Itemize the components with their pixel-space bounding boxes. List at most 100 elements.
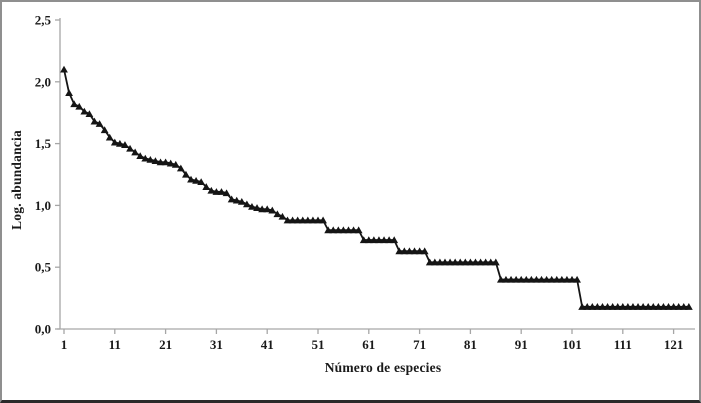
x-tick-label: 11: [109, 337, 121, 352]
data-point-marker: [212, 188, 221, 195]
y-tick-label: 2,0: [35, 74, 51, 89]
data-point-marker: [242, 200, 251, 208]
data-point-marker: [268, 206, 277, 214]
data-point-marker: [537, 275, 546, 283]
data-point-marker: [278, 212, 287, 220]
data-point-marker: [527, 275, 536, 283]
data-point-marker: [679, 303, 688, 310]
data-point-marker: [613, 303, 622, 310]
data-point-marker: [568, 275, 576, 283]
series-line: [63, 69, 689, 308]
data-point-marker: [161, 158, 170, 166]
data-point-marker: [141, 154, 150, 162]
data-point-marker: [588, 303, 597, 310]
data-point-marker: [451, 258, 460, 266]
data-point-marker: [151, 157, 160, 164]
data-point-marker: [578, 303, 587, 310]
data-point-marker: [629, 303, 637, 310]
x-tick-label: 51: [312, 337, 325, 352]
data-point-marker: [126, 144, 134, 152]
x-tick-label: 91: [515, 337, 528, 352]
data-point-marker: [182, 170, 190, 178]
data-point-marker: [197, 178, 206, 186]
data-point-marker: [232, 196, 241, 204]
data-point-marker: [674, 303, 683, 310]
data-point-marker: [618, 303, 627, 310]
data-point-marker: [105, 133, 114, 141]
data-point-marker: [349, 226, 358, 234]
data-point-marker: [547, 275, 556, 283]
data-point-markers: [60, 65, 693, 310]
data-point-marker: [375, 236, 383, 244]
data-point-marker: [80, 107, 89, 115]
y-axis-title: Log. abundancia: [9, 130, 24, 230]
x-axis-title: Número de especies: [324, 360, 442, 375]
x-tick-label: 1: [61, 337, 68, 352]
data-point-marker: [171, 160, 180, 168]
data-point-marker: [131, 148, 140, 156]
data-point-marker: [90, 117, 99, 125]
data-point-marker: [512, 275, 521, 283]
x-tick-label: 21: [159, 337, 172, 352]
data-point-marker: [639, 303, 648, 310]
data-point-marker: [420, 247, 429, 255]
data-point-marker: [573, 275, 581, 283]
data-point-marker: [390, 236, 399, 244]
data-point-marker: [237, 197, 246, 205]
data-point-marker: [552, 275, 561, 283]
x-tick-label: 61: [362, 337, 375, 352]
data-point-marker: [471, 258, 480, 266]
data-point-marker: [532, 275, 541, 283]
data-point-marker: [502, 275, 510, 283]
data-point-marker: [303, 216, 312, 224]
data-point-marker: [380, 236, 388, 244]
data-point-marker: [187, 175, 195, 183]
data-point-marker: [425, 258, 434, 266]
data-point-marker: [298, 216, 307, 224]
data-point-marker: [156, 158, 165, 166]
data-point-marker: [507, 275, 515, 283]
data-point-marker: [436, 258, 444, 266]
data-point-marker: [354, 226, 363, 234]
data-point-marker: [684, 303, 693, 310]
data-point-marker: [121, 141, 129, 148]
data-point-marker: [563, 275, 571, 283]
data-point-marker: [644, 303, 653, 310]
data-point-marker: [263, 205, 272, 213]
data-point-marker: [441, 258, 449, 266]
data-point-marker: [65, 89, 73, 97]
data-point-marker: [623, 303, 632, 310]
data-point-marker: [85, 110, 94, 118]
x-tick-label: 101: [562, 337, 582, 352]
data-point-marker: [481, 258, 490, 266]
data-point-marker: [446, 258, 454, 266]
y-tick-label: 2,5: [35, 13, 52, 28]
data-point-marker: [309, 216, 317, 224]
data-point-marker: [634, 303, 642, 310]
data-point-marker: [369, 236, 378, 244]
data-point-marker: [288, 216, 297, 224]
data-point-marker: [95, 120, 104, 127]
data-point-marker: [603, 303, 612, 310]
data-point-marker: [496, 275, 505, 283]
data-point-marker: [410, 247, 419, 255]
series-log-abundancia: [60, 65, 693, 310]
data-point-marker: [207, 186, 216, 194]
data-point-marker: [461, 258, 470, 266]
data-point-marker: [669, 303, 678, 310]
data-point-marker: [400, 247, 409, 255]
data-point-marker: [649, 303, 658, 310]
data-point-marker: [466, 258, 475, 266]
data-point-marker: [253, 204, 261, 211]
y-tick-label: 0,5: [35, 260, 52, 275]
data-point-marker: [486, 258, 495, 266]
data-point-marker: [222, 189, 231, 197]
data-point-marker: [202, 183, 211, 190]
y-tick-label: 1,0: [35, 198, 51, 213]
data-point-marker: [405, 247, 414, 255]
data-point-marker: [654, 303, 663, 310]
x-tick-label: 31: [210, 337, 223, 352]
x-tick-label: 81: [464, 337, 477, 352]
data-point-marker: [75, 102, 84, 110]
